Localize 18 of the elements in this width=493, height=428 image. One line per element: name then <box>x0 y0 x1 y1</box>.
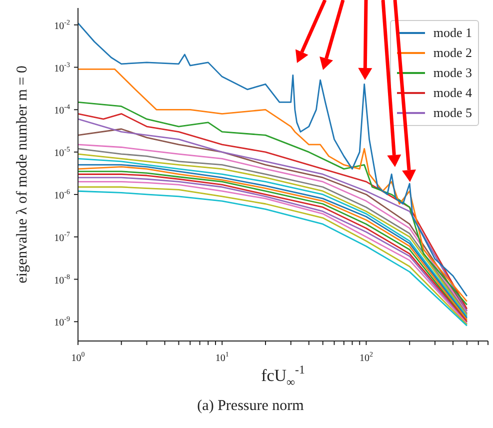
y-tick-label: 10$^{-9}$ <box>54 315 70 329</box>
y-tick-label: 10$^{-4}$ <box>54 103 70 117</box>
y-tick-label: 10$^{-6}$ <box>54 188 70 202</box>
y-tick-label: 10$^{-7}$ <box>54 230 70 244</box>
y-tick-label: 10$^{-5}$ <box>54 146 70 160</box>
x-tick-label: 10$^{1}$ <box>215 350 230 364</box>
legend-label: mode 1 <box>433 24 472 42</box>
legend-label: mode 4 <box>433 84 472 102</box>
legend-label: mode 3 <box>433 64 472 82</box>
y-tick-label: 10$^{-2}$ <box>54 18 70 32</box>
x-tick-label: 10$^{2}$ <box>359 350 374 364</box>
y-tick-label: 10$^{-8}$ <box>54 272 70 286</box>
y-tick-label: 10$^{-3}$ <box>54 60 70 74</box>
legend-label: mode 2 <box>433 44 472 62</box>
y-axis-title: eigenvalue λ of mode number m = 0 <box>14 66 30 284</box>
legend-label: mode 5 <box>433 104 472 122</box>
text: (a) Pressure norm <box>196 398 305 415</box>
x-tick-label: 10$^{0}$ <box>71 350 86 364</box>
